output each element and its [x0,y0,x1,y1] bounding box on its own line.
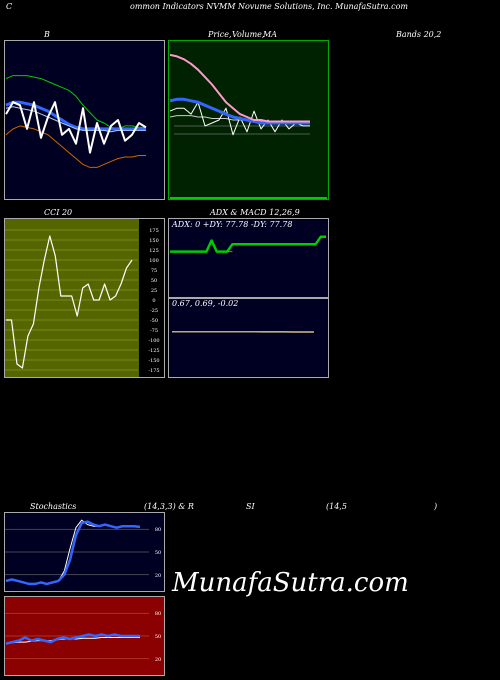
cci-tick-label: 50 [151,278,157,284]
rsi-tick-label: 50 [155,634,161,640]
header-letter: C [6,2,13,11]
stoch-tick-label: 80 [155,527,161,533]
cci-tick-label: 0 [152,298,155,304]
cci-tick-label: -100 [148,338,159,344]
adx-macd-label: ADX & MACD 12,26,9 [210,208,300,217]
stoch-k-line [5,520,141,586]
macd-readout: 0.67, 0.69, -0.02 [172,299,238,308]
cci-tick-label: -25 [150,308,158,314]
adx-frame [168,218,329,298]
bollinger-upper-line [5,75,146,130]
rsi-tick-label: 80 [155,611,161,617]
cci-label: CCI 20 [44,208,73,217]
bollinger-lower-line [5,125,146,168]
rsi-label-b: (14,5 [326,502,347,511]
price-ma-panel [168,40,329,200]
bollinger-panel [4,40,165,200]
cci-tick-label: 175 [149,228,159,234]
cci-tick-label: 150 [149,238,159,244]
cci-tick-label: 125 [149,248,159,254]
watermark-text: MunafaSutra.com [172,568,409,598]
stoch-tick-label: 20 [155,573,161,579]
bollinger-middle-line [5,100,146,131]
stoch-tick-label: 50 [155,550,161,556]
chart-header-title: ommon Indicators NVMM Novume Solutions, … [130,2,408,11]
rsi-label-c: ) [434,502,438,511]
cci-tick-label: -150 [148,358,159,364]
macd-frame [168,298,329,378]
bands-label: B [44,30,50,39]
ma-blue-line [169,97,310,125]
bollinger-price-line [5,101,147,154]
cci-tick-label: -75 [150,328,158,334]
macd-panel: 0.67, 0.69, -0.02 [168,298,329,378]
price-label-a: Price, [208,30,232,39]
ma-pink-line [169,53,310,123]
cci-panel: 175 150 125 100 75 50 25 0 -25 -50 -75 -100 -125 -150… [4,218,165,378]
stochastics-panel: 80 50 20 [4,512,165,592]
rsi-label-a: SI [246,502,255,511]
adx-panel: ADX: 0 +DY: 77.78 -DY: 77.78 [168,218,329,298]
bollinger-middle2-line [5,106,146,133]
bands-right-label: Bands 20,2 [396,30,442,39]
rsi-line [5,633,140,645]
rsi-tick-label: 20 [155,657,161,663]
cci-tick-label: -50 [150,318,158,324]
price-label-b: Volume, [232,30,265,39]
rsi-panel: 80 50 20 [4,596,165,676]
cci-tick-label: 25 [151,288,157,294]
cci-tick-label: 75 [151,268,157,274]
price-label-c: MA [263,30,277,39]
cci-line [6,235,133,369]
cci-tick-label: -125 [148,348,159,354]
cci-tick-label: 100 [149,258,159,264]
adx-readout: ADX: 0 +DY: 77.78 -DY: 77.78 [171,220,292,229]
cci-tick-label: -175 [148,368,159,374]
stoch-label-a: Stochastics [30,502,77,511]
dmi-line [170,235,326,253]
stoch-label-b: (14,3,3) & R [144,502,194,511]
